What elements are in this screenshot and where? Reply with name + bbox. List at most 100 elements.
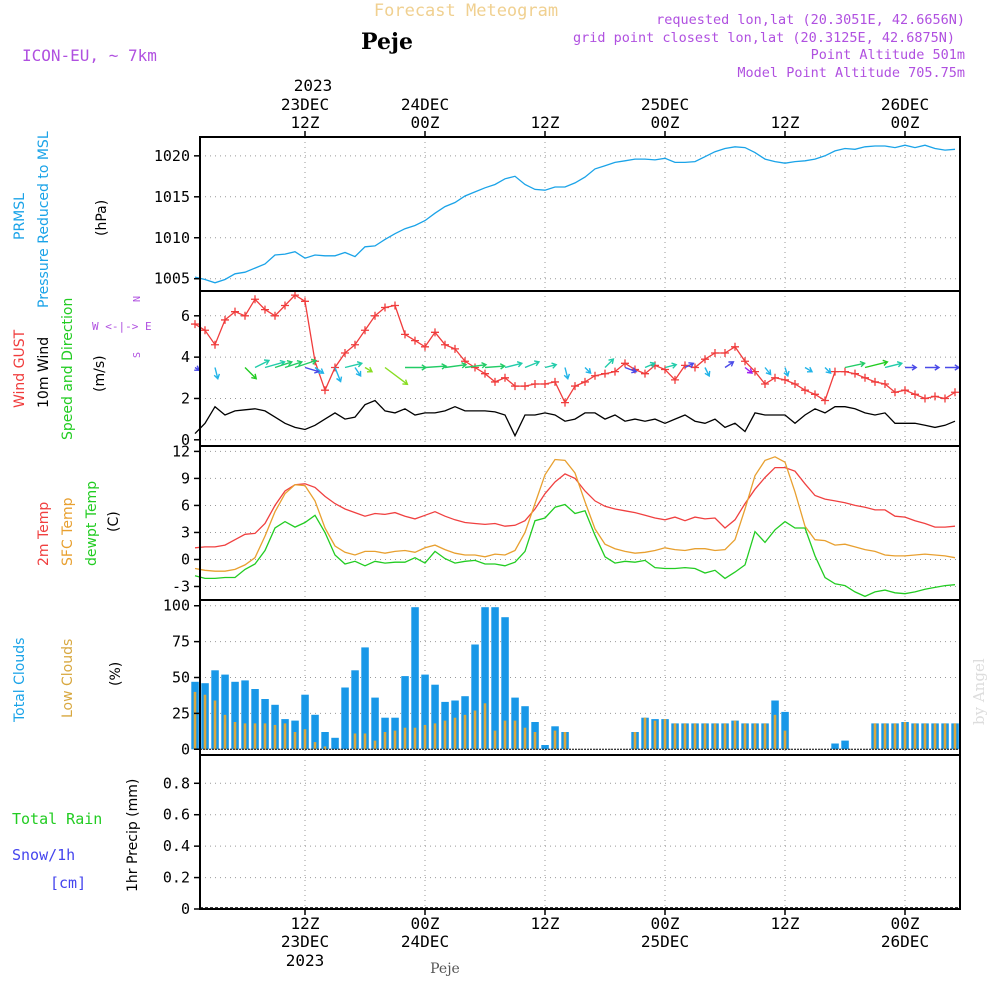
top-date-label: 23DEC xyxy=(281,95,329,114)
total-cloud-bar xyxy=(491,607,499,750)
gust-marker xyxy=(431,328,439,337)
low-cloud-bar xyxy=(523,727,527,750)
panel-frame xyxy=(199,136,961,292)
sfc-label: SFC Temp xyxy=(60,497,76,566)
wind-vector xyxy=(563,367,571,380)
gust-marker xyxy=(401,330,409,339)
low-cloud-bar xyxy=(263,723,267,750)
low-cloud-bar xyxy=(763,723,767,750)
low-cloud-bar xyxy=(253,723,257,750)
model-label: ICON-EU, ~ 7km xyxy=(22,46,157,65)
low-cloud-bar xyxy=(293,732,297,750)
top-year-label: 2023 xyxy=(294,76,333,95)
total-cloud-bar xyxy=(321,732,329,750)
total-cloud-bar xyxy=(481,607,489,750)
low-cloud-bar xyxy=(723,723,727,750)
y-tick-label: 6 xyxy=(181,496,190,514)
wind-vector xyxy=(544,362,558,369)
low-cloud-bar xyxy=(873,723,877,750)
total-clouds-label: Total Clouds xyxy=(12,638,28,723)
low-cloud-bar xyxy=(513,720,517,750)
low-cloud-bar xyxy=(913,723,917,750)
hpa-label: (hPa) xyxy=(94,200,110,236)
low-cloud-bar xyxy=(903,722,907,750)
panel-frame xyxy=(199,290,961,447)
y-tick-label: 1020 xyxy=(154,147,190,165)
compass-ew: W <-|-> E xyxy=(92,320,152,333)
y-tick-label: 0 xyxy=(181,431,190,449)
total-cloud-bar xyxy=(831,743,839,750)
total-cloud-bar xyxy=(341,687,349,750)
gust-marker xyxy=(741,357,749,366)
wind-vector xyxy=(254,359,271,369)
gust-marker xyxy=(591,371,599,380)
gust-marker xyxy=(391,301,399,310)
total-cloud-bar xyxy=(221,674,229,750)
y-tick-label: 12 xyxy=(172,442,190,460)
gust-marker xyxy=(341,349,349,357)
low-cloud-bar xyxy=(313,742,317,750)
bottom-date-label: 25DEC xyxy=(641,932,689,951)
low-cloud-bar xyxy=(953,723,957,750)
gust-marker xyxy=(261,305,269,314)
gust-marker xyxy=(761,380,769,388)
low-cloud-bar xyxy=(563,732,567,750)
wind-vector xyxy=(824,367,832,375)
gust-marker xyxy=(351,340,359,349)
y-tick-label: 0.8 xyxy=(163,774,190,792)
dew-label: dewpt Temp xyxy=(84,481,100,566)
low-cloud-bar xyxy=(503,720,507,750)
wind-vector xyxy=(724,361,735,369)
gust-marker xyxy=(781,375,789,384)
panel-frame xyxy=(199,445,961,601)
gust-marker xyxy=(471,363,479,372)
low-cloud-bar xyxy=(693,723,697,750)
top-date-label: 26DEC xyxy=(881,95,929,114)
bottom-hour-label: 00Z xyxy=(651,914,680,933)
y-tick-label: 0 xyxy=(181,900,190,918)
total-cloud-bar xyxy=(411,607,419,750)
gust-marker xyxy=(601,369,609,378)
gust-marker xyxy=(951,388,959,397)
gust-marker xyxy=(191,320,199,329)
low-cloud-bar xyxy=(943,723,947,750)
gust-marker xyxy=(231,307,239,316)
wind-vector xyxy=(405,364,428,371)
low-cloud-bar xyxy=(243,723,247,750)
gust-marker xyxy=(481,369,489,378)
wind-vector xyxy=(294,358,318,369)
t2m-label: 2m Temp xyxy=(36,502,52,566)
y-tick-label: 9 xyxy=(181,469,190,487)
wind-vector xyxy=(704,367,711,378)
gust-marker xyxy=(421,342,429,351)
y-tick-label: 6 xyxy=(181,307,190,325)
y-tick-label: 50 xyxy=(172,669,190,687)
gust-marker xyxy=(221,315,229,324)
y-tick-label: 2 xyxy=(181,389,190,407)
bottom-hour-label: 00Z xyxy=(411,914,440,933)
gust-marker xyxy=(531,380,539,388)
gust-marker xyxy=(851,369,859,378)
total-cloud-bar xyxy=(421,674,429,750)
pressure-long-label: Pressure Reduced to MSL xyxy=(36,131,52,308)
low-cloud-bar xyxy=(373,740,377,750)
gust-marker xyxy=(561,398,569,407)
wind-vector xyxy=(925,364,941,371)
low-cloud-bar xyxy=(233,722,237,750)
top-hour-label: 12Z xyxy=(531,113,560,132)
gust-label: Wind GUST xyxy=(12,329,28,408)
wind-vector xyxy=(364,366,374,373)
bottom-date-label: 26DEC xyxy=(881,932,929,951)
gust-marker xyxy=(791,380,799,388)
gust-marker xyxy=(281,301,289,310)
total-cloud-bar xyxy=(371,697,379,750)
wind-vector xyxy=(194,365,201,372)
low-cloud-bar xyxy=(473,710,477,750)
gridpoint-coords: grid point closest lon,lat (20.3125E, 42… xyxy=(573,30,955,46)
low-cloud-bar xyxy=(883,723,887,750)
wind-vector xyxy=(274,360,294,369)
low-cloud-bar xyxy=(203,694,207,750)
gust-marker xyxy=(441,340,449,349)
total-cloud-bar xyxy=(501,617,509,750)
gust-marker xyxy=(541,380,549,388)
